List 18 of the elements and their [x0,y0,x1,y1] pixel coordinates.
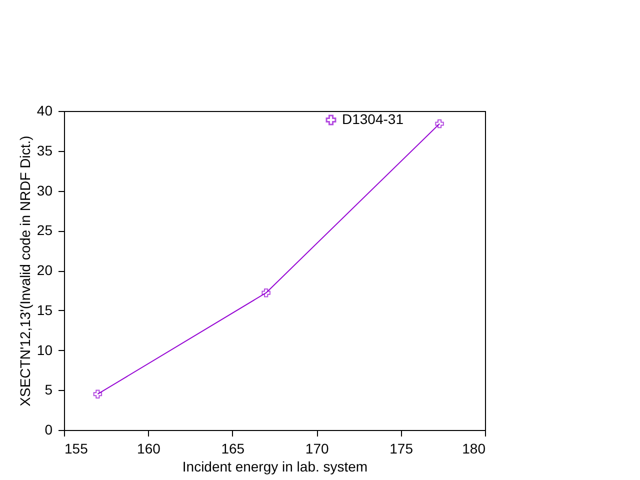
y-axis-title: XSECTN'12,13'(Invalid code in NRDF Dict.) [16,136,33,406]
y-tick-label: 30 [36,182,53,198]
y-tick-label: 5 [44,382,53,398]
y-tick-label: 20 [36,262,53,278]
y-tick-label: 40 [36,102,53,118]
y-tick-label: 10 [36,342,53,358]
y-tick-label: 25 [36,222,53,238]
x-tick-label: 170 [305,440,329,456]
x-tick-label: 165 [221,440,245,456]
y-tick-label: 15 [36,302,53,318]
legend-label: D1304-31 [342,111,404,127]
x-tick-label: 180 [462,440,486,456]
x-tick-label: 160 [137,440,161,456]
x-tick-label: 175 [390,440,414,456]
y-tick-label: 0 [44,422,53,438]
y-tick-label: 35 [36,142,53,158]
x-tick-label: 155 [64,440,88,456]
x-axis-title: Incident energy in lab. system [182,458,368,474]
